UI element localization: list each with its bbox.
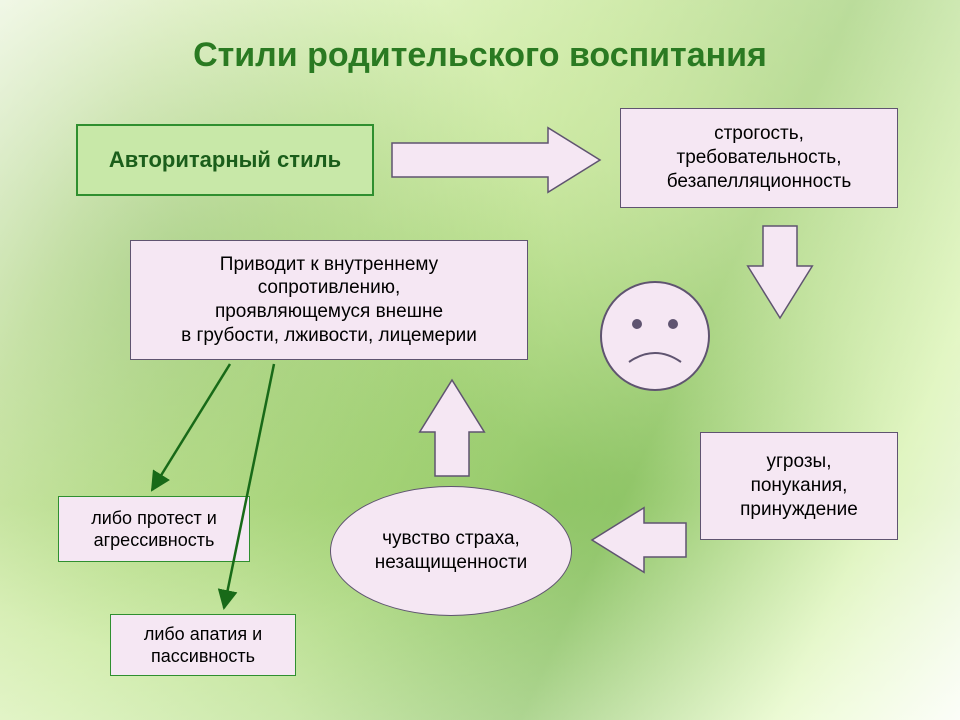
node-label: либо апатия ипассивность	[144, 623, 262, 668]
node-result: Приводит к внутреннемусопротивлению,проя…	[130, 240, 528, 360]
node-threats: угрозы,понукания,принуждение	[700, 432, 898, 540]
node-label: Приводит к внутреннемусопротивлению,проя…	[181, 253, 477, 348]
node-label: строгость,требовательность,безапелляцион…	[667, 122, 852, 193]
node-label: чувство страха,незащищенности	[375, 527, 528, 575]
slide-title: Стили родительского воспитания	[0, 36, 960, 75]
node-fear-ellipse: чувство страха,незащищенности	[330, 486, 572, 616]
node-authoritarian-style: Авторитарный стиль	[76, 124, 374, 196]
node-apathy: либо апатия ипассивность	[110, 614, 296, 676]
node-label: угрозы,понукания,принуждение	[740, 450, 858, 521]
node-traits: строгость,требовательность,безапелляцион…	[620, 108, 898, 208]
node-label: либо протест иагрессивность	[91, 507, 217, 552]
node-label: Авторитарный стиль	[109, 146, 341, 174]
slide-stage: Стили родительского воспитания Авторитар…	[0, 0, 960, 720]
node-protest: либо протест иагрессивность	[58, 496, 250, 562]
